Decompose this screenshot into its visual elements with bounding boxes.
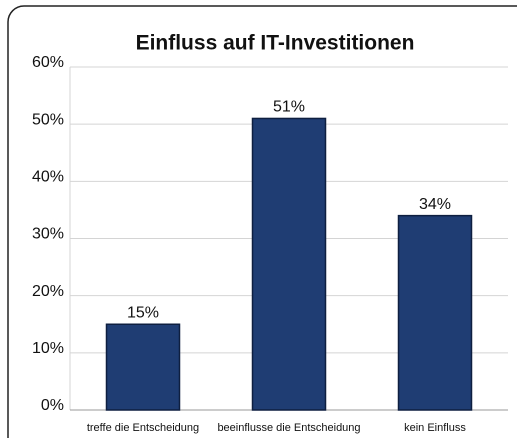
chart-title: Einfluss auf IT-Investitionen xyxy=(136,32,415,55)
bar xyxy=(105,323,181,411)
y-tick-label: 40% xyxy=(32,169,64,186)
y-tick-label: 20% xyxy=(32,283,64,300)
x-tick-label: beeinflusse die Entscheidung xyxy=(217,422,360,434)
y-tick-label: 10% xyxy=(32,340,64,357)
bar xyxy=(397,214,473,411)
x-tick-label: treffe die Entscheidung xyxy=(87,422,199,434)
value-label: 51% xyxy=(273,99,305,116)
value-label: 34% xyxy=(419,196,451,213)
value-label: 15% xyxy=(127,304,159,321)
bar xyxy=(251,117,327,411)
y-tick-label: 0% xyxy=(41,397,64,414)
x-tick-label: kein Einfluss xyxy=(404,422,466,434)
y-tick-label: 30% xyxy=(32,226,64,243)
y-tick-label: 60% xyxy=(32,54,64,71)
y-tick-label: 50% xyxy=(32,111,64,128)
